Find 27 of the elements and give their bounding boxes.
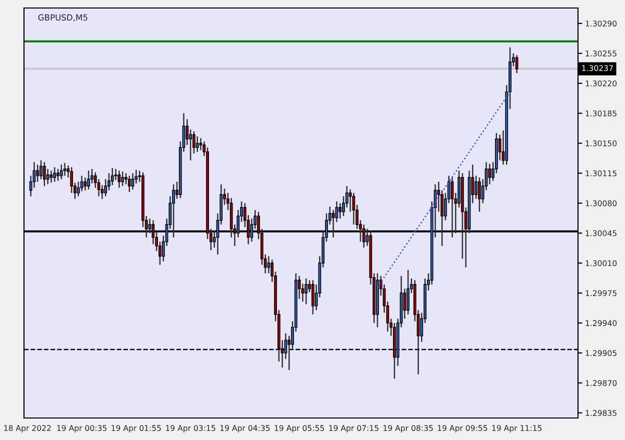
candlestick — [87, 170, 90, 190]
candlestick — [478, 176, 481, 212]
candlestick — [267, 256, 270, 274]
candlestick — [40, 160, 42, 180]
candlestick — [196, 136, 199, 152]
candlestick — [338, 202, 342, 220]
candlestick — [403, 288, 406, 320]
candlestick — [84, 176, 87, 191]
candlestick — [474, 175, 478, 200]
candlestick — [406, 269, 410, 316]
candlestick — [352, 192, 356, 226]
candlestick — [189, 128, 192, 161]
candlestick — [311, 280, 314, 316]
text: GBPUSD,M5 — [38, 14, 88, 22]
candlestick — [121, 170, 124, 187]
candlestick — [60, 164, 63, 180]
candlestick — [36, 164, 40, 182]
candlestick — [488, 163, 492, 185]
candlestick — [515, 54, 518, 74]
candlestick — [50, 170, 53, 184]
candlestick — [63, 162, 66, 176]
candlestick — [53, 166, 56, 182]
candlestick — [118, 170, 121, 188]
candlestick — [56, 168, 60, 182]
candlestick — [42, 161, 46, 187]
candlestick — [304, 278, 308, 305]
candlestick — [128, 175, 131, 193]
